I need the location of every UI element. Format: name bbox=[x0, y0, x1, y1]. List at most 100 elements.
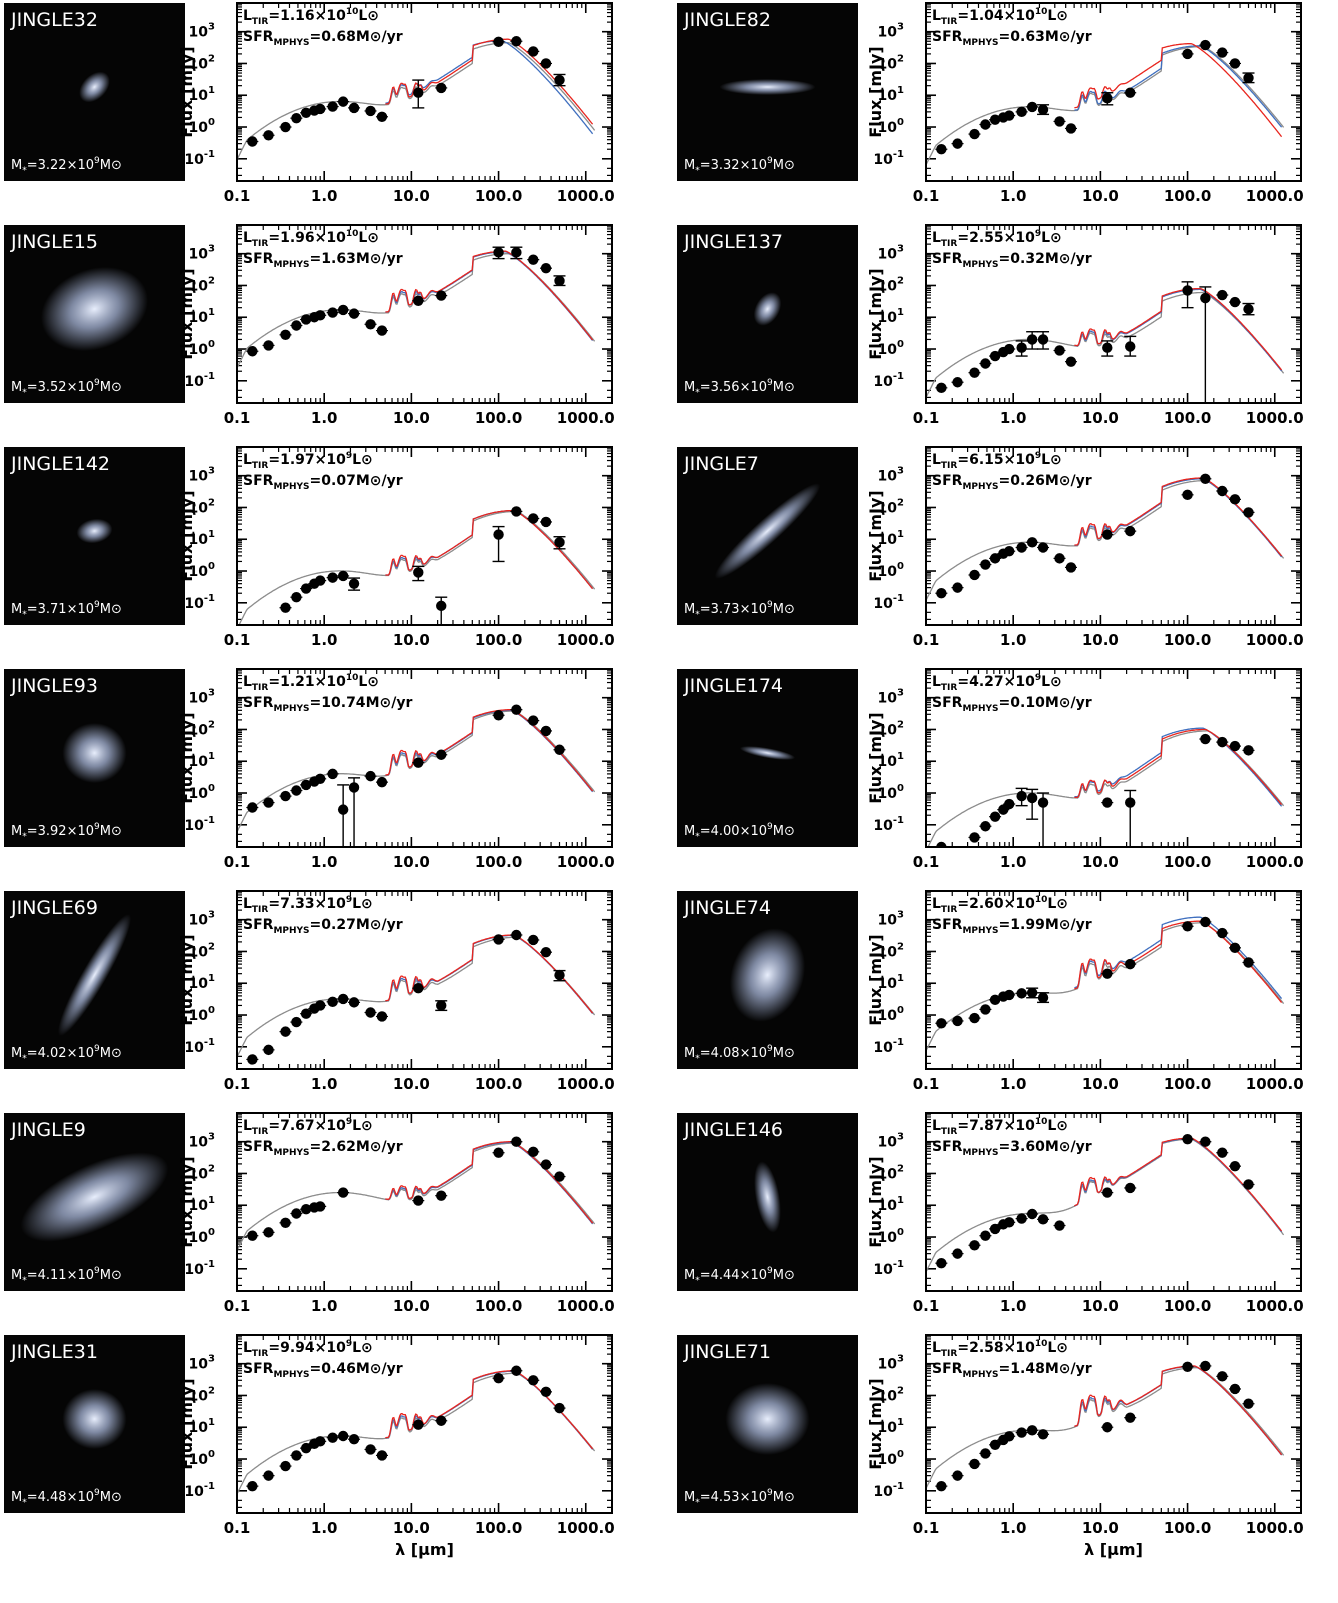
x-tick-label: 10.0 bbox=[1082, 1075, 1119, 1093]
data-point bbox=[291, 1450, 302, 1461]
y-axis-label: Flux [mJy] bbox=[177, 268, 196, 359]
y-tick-label: 100 bbox=[189, 1005, 215, 1024]
data-point bbox=[327, 996, 338, 1008]
data-point bbox=[980, 821, 991, 832]
data-point bbox=[1003, 343, 1015, 355]
data-point bbox=[1182, 48, 1193, 60]
ltir-annotation: LTIR=6.15×109L⊙ bbox=[932, 451, 1062, 471]
data-point bbox=[1003, 798, 1015, 810]
stellar-mass-label: M*=3.56×109M⊙ bbox=[684, 378, 795, 398]
data-point bbox=[511, 36, 522, 47]
x-tick-label: 100.0 bbox=[475, 1297, 522, 1315]
data-point bbox=[1200, 733, 1211, 745]
y-tick-label: 103 bbox=[189, 1354, 215, 1373]
data-point bbox=[314, 1201, 326, 1212]
data-points bbox=[935, 281, 1255, 403]
data-points bbox=[935, 1360, 1255, 1492]
y-tick-label: 100 bbox=[189, 1227, 215, 1246]
y-tick-label: 10-1 bbox=[873, 815, 904, 834]
data-point bbox=[493, 710, 504, 721]
data-point bbox=[1016, 988, 1027, 999]
data-point bbox=[291, 1208, 302, 1219]
data-point bbox=[1217, 289, 1228, 301]
data-points bbox=[246, 929, 566, 1065]
data-point bbox=[952, 1470, 963, 1481]
stellar-mass-label: M*=3.22×109M⊙ bbox=[11, 156, 122, 176]
data-point bbox=[1016, 342, 1027, 353]
galaxy-name-label: JINGLE69 bbox=[10, 897, 98, 919]
data-point bbox=[511, 1365, 522, 1376]
sfr-annotation: SFRMPHYS=0.32M⊙/yr bbox=[932, 251, 1092, 270]
plot-frame bbox=[925, 890, 1302, 1070]
x-tick-label: 1.0 bbox=[311, 1297, 338, 1315]
data-point bbox=[314, 1000, 326, 1011]
model-curve-blue bbox=[1074, 478, 1283, 558]
galaxy-blob bbox=[725, 1383, 810, 1455]
y-tick-label: 102 bbox=[878, 1385, 904, 1404]
model-curve-red bbox=[1074, 43, 1283, 138]
sfr-annotation: SFRMPHYS=0.63M⊙/yr bbox=[932, 29, 1092, 48]
data-point bbox=[493, 36, 504, 48]
data-point bbox=[1065, 562, 1077, 573]
data-point bbox=[1026, 537, 1038, 548]
plot-frame bbox=[925, 446, 1302, 626]
x-tick-label: 10.0 bbox=[1082, 187, 1119, 205]
data-point bbox=[554, 969, 565, 981]
y-axis-label: Flux [mJy] bbox=[177, 46, 196, 137]
y-tick-label: 10-1 bbox=[184, 149, 215, 168]
data-point bbox=[989, 553, 1001, 564]
data-point bbox=[554, 1402, 565, 1414]
data-points bbox=[246, 1136, 566, 1241]
data-point bbox=[436, 1000, 447, 1011]
ltir-annotation: LTIR=2.58×1010L⊙ bbox=[932, 1339, 1068, 1359]
model-curves bbox=[237, 1141, 596, 1252]
data-point bbox=[493, 1147, 504, 1158]
y-tick-label: 103 bbox=[189, 1132, 215, 1151]
y-tick-label: 100 bbox=[189, 117, 215, 136]
data-point bbox=[348, 102, 360, 114]
data-point bbox=[528, 1146, 539, 1158]
y-tick-label: 102 bbox=[878, 275, 904, 294]
x-tick-label: 100.0 bbox=[1164, 1519, 1211, 1537]
data-point bbox=[952, 582, 963, 593]
y-tick-label: 103 bbox=[878, 244, 904, 263]
data-point bbox=[327, 768, 338, 780]
x-tick-label: 0.1 bbox=[913, 1075, 940, 1093]
data-point bbox=[247, 1480, 258, 1492]
data-point bbox=[1026, 334, 1038, 345]
data-point bbox=[989, 811, 1001, 822]
data-point bbox=[1200, 916, 1211, 928]
data-point bbox=[1065, 123, 1077, 134]
sfr-annotation: SFRMPHYS=0.26M⊙/yr bbox=[932, 473, 1092, 492]
stellar-mass-label: M*=4.44×109M⊙ bbox=[684, 1266, 795, 1286]
sfr-annotation: SFRMPHYS=0.46M⊙/yr bbox=[243, 1361, 403, 1380]
galaxy-name-label: JINGLE15 bbox=[10, 231, 98, 253]
x-tick-label: 100.0 bbox=[475, 409, 522, 427]
data-point bbox=[540, 946, 552, 958]
data-point bbox=[337, 304, 349, 316]
data-point bbox=[365, 1444, 376, 1455]
galaxy-name-label: JINGLE82 bbox=[683, 9, 771, 31]
panel-jingle31: JINGLE31 M*=4.48×109M⊙ 0.1 1.0 10.0 100.0 1000… bbox=[4, 1334, 615, 1559]
plot-frame bbox=[236, 890, 613, 1070]
data-point bbox=[247, 802, 258, 813]
y-tick-label: 100 bbox=[878, 1449, 904, 1468]
data-point bbox=[1182, 1361, 1193, 1372]
x-tick-label: 10.0 bbox=[1082, 1519, 1119, 1537]
data-point bbox=[1243, 1179, 1254, 1190]
data-point bbox=[528, 1375, 539, 1386]
y-tick-label: 101 bbox=[189, 1417, 215, 1436]
y-tick-label: 101 bbox=[189, 307, 215, 326]
plot-axes bbox=[236, 890, 613, 1070]
y-tick-label: 103 bbox=[878, 910, 904, 929]
ltir-annotation: LTIR=1.97×109L⊙ bbox=[243, 451, 373, 471]
x-tick-label: 100.0 bbox=[1164, 1297, 1211, 1315]
data-point bbox=[1102, 1422, 1113, 1433]
data-point bbox=[247, 136, 258, 147]
x-tick-label: 1.0 bbox=[311, 853, 338, 871]
x-tick-label: 100.0 bbox=[1164, 631, 1211, 649]
data-point bbox=[376, 111, 388, 122]
data-point bbox=[1016, 1213, 1027, 1224]
plot-frame bbox=[236, 224, 613, 404]
data-point bbox=[1243, 72, 1254, 84]
